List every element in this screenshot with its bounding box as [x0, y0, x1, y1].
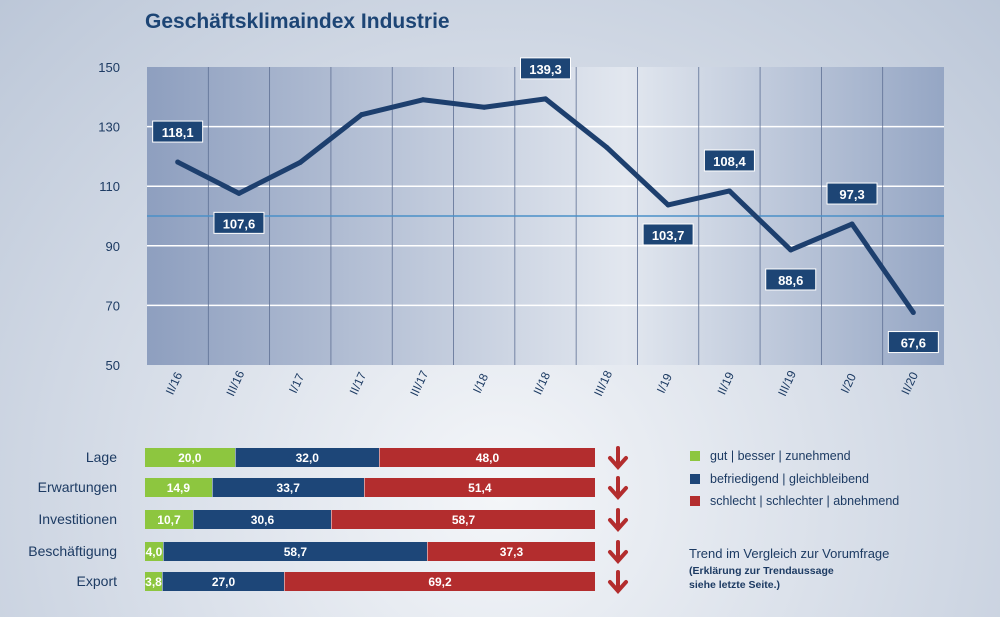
data-point: [604, 144, 610, 150]
legend-label: befriedigend | gleichbleibend: [710, 472, 869, 486]
data-label-box: [213, 211, 265, 234]
bar-category-label: Export: [76, 573, 117, 589]
x-tick-label: III/19: [775, 368, 799, 398]
bar-segment: 20,0: [145, 448, 235, 467]
legend-label: schlecht | schlechter | abnehmend: [710, 494, 900, 508]
bar-row: Erwartungen 14,9 33,7 51,4: [0, 476, 1000, 500]
x-tick-label: II/20: [898, 369, 921, 396]
x-tick-label: I/18: [470, 371, 491, 395]
data-point: [481, 104, 487, 110]
data-point: [910, 310, 916, 316]
data-label-box: [703, 149, 755, 172]
legend-item: schlecht | schlechter | abnehmend: [690, 494, 899, 508]
data-label: 107,6: [223, 216, 256, 231]
trend-note-title: Trend im Vergleich zur Vorumfrage: [689, 546, 890, 561]
bar-segment: 58,7: [162, 542, 427, 561]
trend-down-arrow-icon: [608, 476, 628, 500]
y-tick-label: 90: [106, 239, 120, 254]
bar-category-label: Lage: [85, 449, 117, 465]
stacked-bar: 10,7 30,6 58,7: [145, 510, 595, 529]
y-tick-label: 50: [106, 358, 120, 373]
legend-swatch: [690, 451, 700, 461]
bar-row: Investitionen 10,7 30,6 58,7: [0, 508, 1000, 532]
x-tick-label: II/18: [531, 369, 554, 396]
data-label: 67,6: [901, 336, 926, 351]
data-point: [175, 159, 181, 165]
bar-segment: 30,6: [192, 510, 332, 529]
bar-category-label: Investitionen: [38, 511, 117, 527]
data-point: [297, 159, 303, 165]
data-point: [726, 188, 732, 194]
data-point: [543, 96, 548, 102]
data-label-box: [152, 120, 204, 143]
legend-swatch: [690, 474, 700, 484]
x-tick-label: II/16: [163, 369, 186, 396]
data-label: 108,4: [713, 154, 746, 169]
data-point: [849, 221, 855, 227]
bar-row: Export 3,8 27,0 69,2: [0, 570, 1000, 594]
legend-item: befriedigend | gleichbleibend: [690, 472, 869, 486]
bar-segment: 3,8: [145, 572, 163, 591]
bar-category-label: Erwartungen: [37, 479, 117, 495]
y-tick-label: 110: [99, 179, 120, 194]
stacked-bar: 3,8 27,0 69,2: [145, 572, 595, 591]
bar-segment: 33,7: [211, 478, 364, 497]
legend-swatch: [690, 496, 700, 506]
bar-row: Beschäftigung 4,0 58,7 37,3: [0, 540, 1000, 564]
x-tick-label: III/16: [223, 368, 247, 398]
bar-segment: 58,7: [331, 510, 595, 529]
x-tick-label: I/20: [838, 371, 859, 395]
bar-segment: 69,2: [283, 572, 595, 591]
data-label-box: [642, 223, 694, 246]
y-tick-label: 130: [98, 120, 120, 135]
legend-item: gut | besser | zunehmend: [690, 449, 851, 463]
trend-down-arrow-icon: [608, 446, 628, 470]
bar-segment: 48,0: [378, 448, 595, 467]
x-tick-label: I/19: [654, 371, 675, 395]
x-tick-label: II/19: [715, 369, 738, 396]
data-label: 103,7: [652, 228, 685, 243]
bar-segment: 10,7: [145, 510, 193, 529]
data-point: [788, 247, 794, 253]
data-point: [359, 112, 365, 118]
data-label-box: [520, 57, 571, 80]
x-tick-label: III/18: [591, 368, 615, 398]
stacked-bar: 14,9 33,7 51,4: [145, 478, 595, 497]
data-label-box: [887, 331, 939, 354]
data-label: 139,3: [529, 62, 562, 77]
trend-down-arrow-icon: [608, 570, 628, 594]
bar-segment: 32,0: [234, 448, 379, 467]
bar-segment: 4,0: [145, 542, 163, 561]
data-point: [420, 97, 426, 103]
data-point: [665, 202, 671, 208]
data-label: 88,6: [778, 273, 803, 288]
data-label: 118,1: [162, 125, 194, 140]
legend-label: gut | besser | zunehmend: [710, 449, 851, 463]
data-label: 97,3: [839, 187, 864, 202]
trend-note-detail: (Erklärung zur Trendaussage siehe letzte …: [689, 565, 834, 591]
data-label-box: [826, 182, 878, 205]
x-tick-label: I/17: [286, 371, 307, 395]
trend-note: Trend im Vergleich zur Vorumfrage (Erklä…: [689, 546, 889, 592]
bar-row: Lage 20,0 32,0 48,0: [0, 446, 1000, 470]
line-chart: 50 70 90 110 130 150 II/16 III/16 I/17 II/17 III/1…: [98, 57, 944, 398]
stacked-bar: 4,0 58,7 37,3: [145, 542, 595, 561]
x-tick-label: II/17: [347, 369, 370, 396]
stacked-bar: 20,0 32,0 48,0: [145, 448, 595, 467]
trend-down-arrow-icon: [608, 508, 628, 532]
x-tick-label: III/17: [407, 368, 431, 398]
y-tick-label: 70: [106, 298, 120, 313]
data-point: [236, 190, 242, 196]
data-label-box: [765, 268, 817, 291]
bar-segment: 51,4: [363, 478, 595, 497]
y-tick-label: 150: [98, 60, 120, 75]
chart-title: Geschäftsklimaindex Industrie: [145, 10, 450, 33]
bar-segment: 37,3: [426, 542, 595, 561]
trend-down-arrow-icon: [608, 540, 628, 564]
bar-segment: 14,9: [145, 478, 212, 497]
bar-segment: 27,0: [162, 572, 284, 591]
bar-category-label: Beschäftigung: [28, 543, 117, 559]
